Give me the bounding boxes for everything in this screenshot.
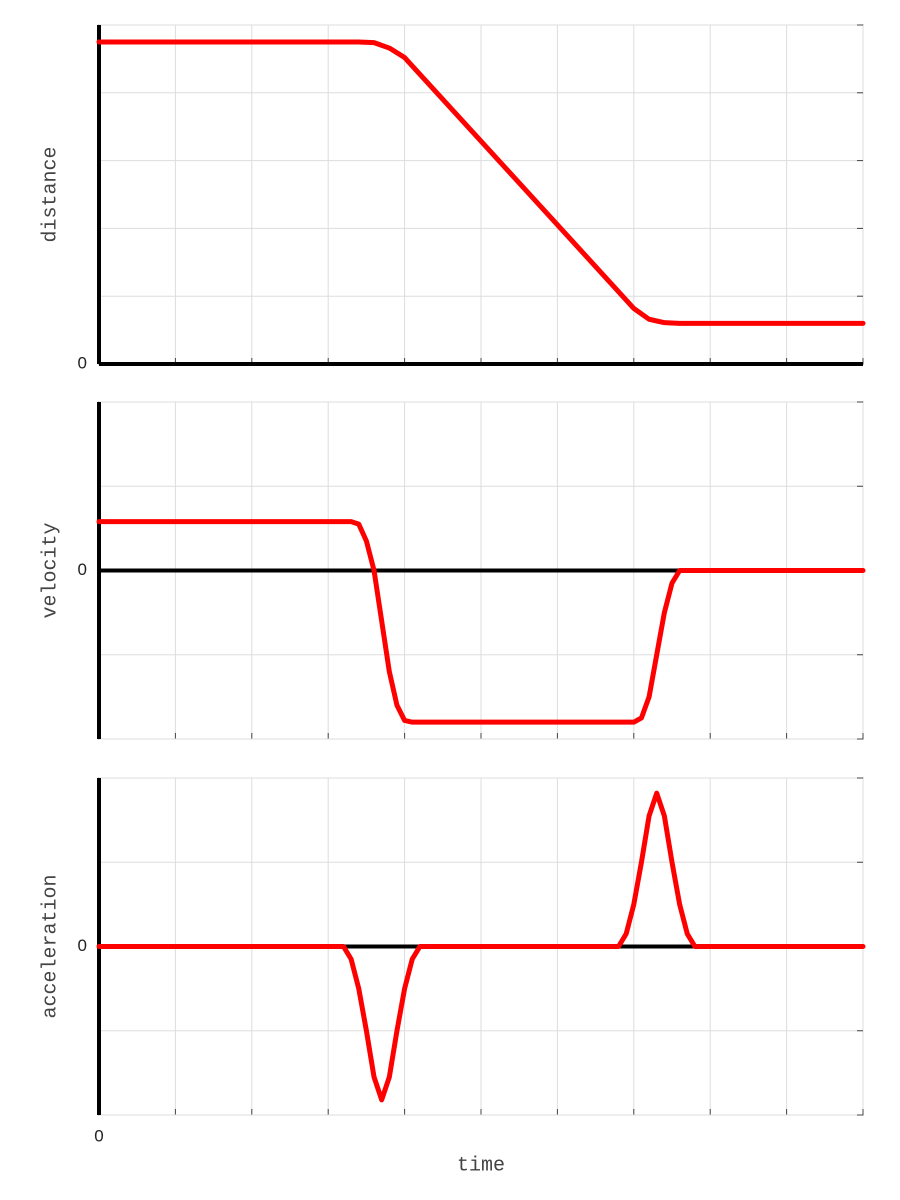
x-axis-label: time — [457, 1154, 505, 1177]
y-axis-label: velocity — [39, 522, 62, 618]
data-line — [96, 519, 866, 725]
y-tick-label: 0 — [78, 936, 87, 955]
y-tick-label: 0 — [78, 353, 87, 372]
y-axis-label: acceleration — [39, 874, 62, 1018]
y-tick-label: 0 — [78, 560, 87, 579]
data-line — [96, 39, 866, 326]
y-axis-label: distance — [39, 146, 62, 242]
data-line — [96, 790, 866, 1103]
x-tick-label: 0 — [94, 1126, 103, 1145]
